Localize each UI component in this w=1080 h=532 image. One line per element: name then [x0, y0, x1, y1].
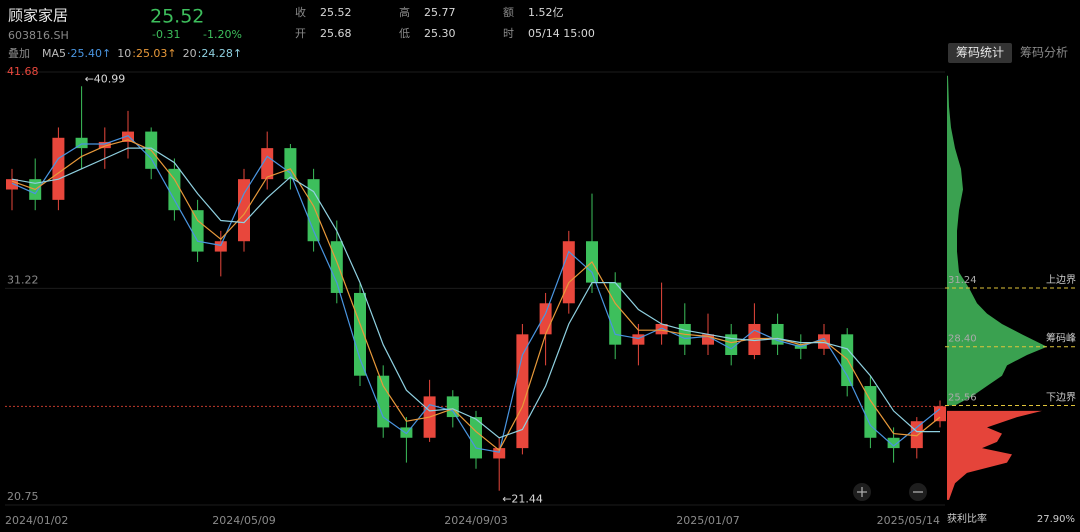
candle-body — [934, 406, 946, 422]
candle-body — [632, 334, 645, 345]
candle-body — [539, 303, 552, 335]
candle-body — [446, 396, 459, 418]
stat-label: 高 — [399, 5, 410, 19]
candle-body — [98, 141, 111, 149]
x-tick-label: 2025/01/07 — [676, 514, 739, 527]
stat-label: 额 — [503, 6, 514, 19]
chip-area — [947, 75, 1047, 406]
y-tick-label: 20.75 — [7, 490, 39, 503]
legend-name: MA5 — [42, 47, 66, 60]
candle-body — [818, 334, 830, 349]
chip-level-name: 下边界 — [1046, 391, 1076, 403]
candle-body — [400, 427, 413, 438]
candle-body — [493, 448, 506, 459]
candle-body — [191, 210, 204, 252]
candle-body — [122, 131, 134, 142]
candle-body — [75, 137, 88, 149]
candle-body — [214, 241, 227, 252]
legend-value: :24.28↑ — [198, 47, 242, 60]
y-tick-label: 41.68 — [7, 65, 39, 78]
change-pct: -1.20% — [203, 28, 242, 41]
stat-value: 25.77 — [424, 6, 456, 19]
price: 25.52 — [150, 6, 204, 28]
chip-level-price: 31.24 — [948, 275, 977, 286]
extreme-label: ←40.99 — [85, 72, 126, 85]
candle-body — [330, 241, 343, 293]
zoom-in[interactable] — [853, 483, 871, 501]
ma-line — [11, 147, 940, 439]
extreme-label: ←21.44 — [502, 493, 543, 506]
stat-label: 时 — [503, 27, 514, 40]
stat-value: 05/14 15:00 — [528, 27, 595, 40]
chip-area — [947, 410, 1042, 500]
candle-body — [470, 417, 482, 459]
candle-body — [6, 179, 18, 190]
stock-name: 顾家家居 — [8, 7, 68, 25]
legend-name: 10 — [117, 47, 131, 60]
candle-body — [307, 179, 320, 242]
candle-body — [516, 334, 529, 449]
tab-bg — [948, 43, 1012, 63]
candle-body — [168, 168, 181, 211]
candle-body — [910, 421, 923, 449]
profit-label: 获利比率 — [947, 512, 987, 525]
stat-value: 1.52亿 — [528, 6, 564, 19]
x-tick-label: 2024/09/03 — [444, 514, 507, 527]
x-tick-label: 2024/05/09 — [212, 514, 275, 527]
stat-label: 低 — [399, 27, 410, 40]
ma-line — [11, 135, 941, 453]
chip-level-price: 25.56 — [948, 392, 977, 403]
stock-code: 603816.SH — [8, 29, 69, 42]
candle-body — [702, 334, 714, 345]
x-tick-label: 2024/01/02 — [5, 514, 68, 527]
candle-body — [261, 148, 274, 180]
profit-ratio: 27.90% — [1037, 514, 1075, 525]
x-tick-label: 2025/05/14 — [877, 514, 940, 527]
stat-value: 25.68 — [320, 27, 352, 40]
tab[interactable]: 筹码统计 — [956, 46, 1004, 60]
chip-level-price: 28.40 — [948, 334, 977, 345]
candle-body — [725, 334, 738, 356]
ma-line — [11, 139, 941, 452]
candle-body — [377, 375, 390, 428]
stat-label: 开 — [295, 27, 306, 40]
tab[interactable]: 筹码分析 — [1020, 46, 1068, 60]
candle-body — [562, 241, 575, 304]
candle-body — [354, 292, 366, 376]
overlay-button[interactable]: 叠加 — [8, 47, 30, 60]
candle-body — [655, 323, 668, 335]
y-tick-label: 31.22 — [7, 273, 39, 286]
chip-level-name: 筹码峰 — [1046, 332, 1076, 345]
candle-body — [52, 137, 65, 200]
legend-value: ·25.40↑ — [67, 47, 111, 60]
stat-label: 收 — [295, 5, 306, 19]
stat-value: 25.52 — [320, 6, 352, 19]
candle-body — [864, 386, 877, 438]
stat-value: 25.30 — [424, 27, 456, 40]
chip-level-name: 上边界 — [1046, 274, 1076, 286]
legend-value: :25.03↑ — [132, 47, 176, 60]
zoom-out[interactable] — [909, 483, 927, 501]
legend-name: 20 — [183, 47, 197, 60]
candle-body — [238, 179, 250, 242]
change: -0.31 — [152, 28, 180, 41]
candle-body — [887, 437, 900, 449]
